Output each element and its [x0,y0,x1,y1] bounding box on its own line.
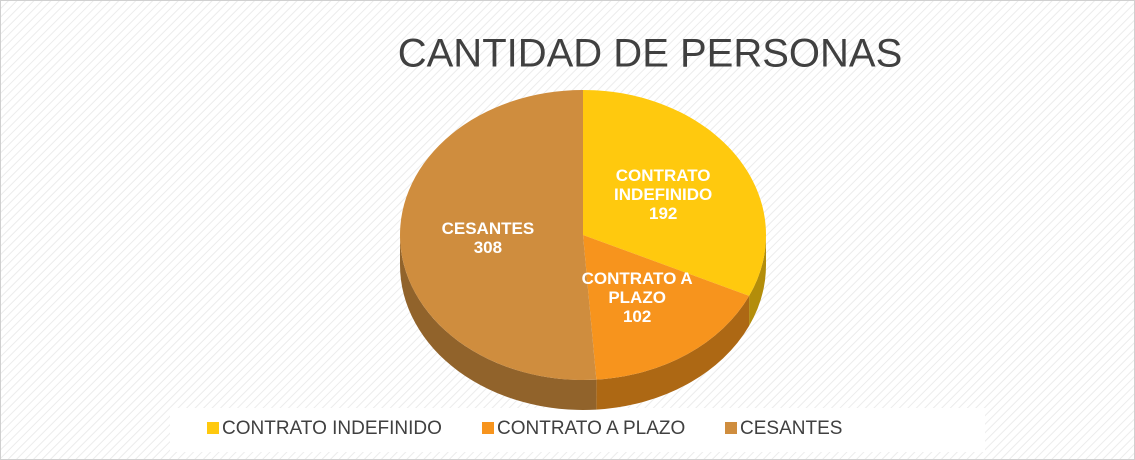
legend-item: CESANTES [725,418,842,440]
slice [400,90,597,380]
pie [400,90,766,410]
slice [583,90,766,296]
data-label-name: CESANTES [441,218,535,238]
data-label-value: 192 [648,203,678,223]
legend-swatch [482,422,494,434]
legend-label: CONTRATO A PLAZO [497,418,686,439]
data-label: CONTRATO INDEFINIDO 192 [588,166,738,223]
legend-swatch [207,422,219,434]
legend-box [170,408,985,452]
slice-side [400,235,597,410]
data-label-value: 102 [622,306,652,326]
data-label: CONTRATO A PLAZO 102 [562,269,712,326]
data-label-name: CONTRATO A PLAZO [581,268,693,307]
slice-side [596,295,750,410]
slice-side [749,235,766,326]
legend-label: CONTRATO INDEFINIDO [222,418,442,439]
legend-label: CESANTES [740,418,843,439]
slice [583,235,750,380]
data-label-value: 308 [473,237,503,257]
data-label: CESANTES 308 [413,219,563,257]
chart-title: CANTIDAD DE PERSONAS [398,32,903,76]
legend-item: CONTRATO A PLAZO [482,418,685,440]
legend-swatch [725,422,737,434]
data-label-name: CONTRATO INDEFINIDO [614,165,713,204]
legend-item: CONTRATO INDEFINIDO [207,418,442,440]
